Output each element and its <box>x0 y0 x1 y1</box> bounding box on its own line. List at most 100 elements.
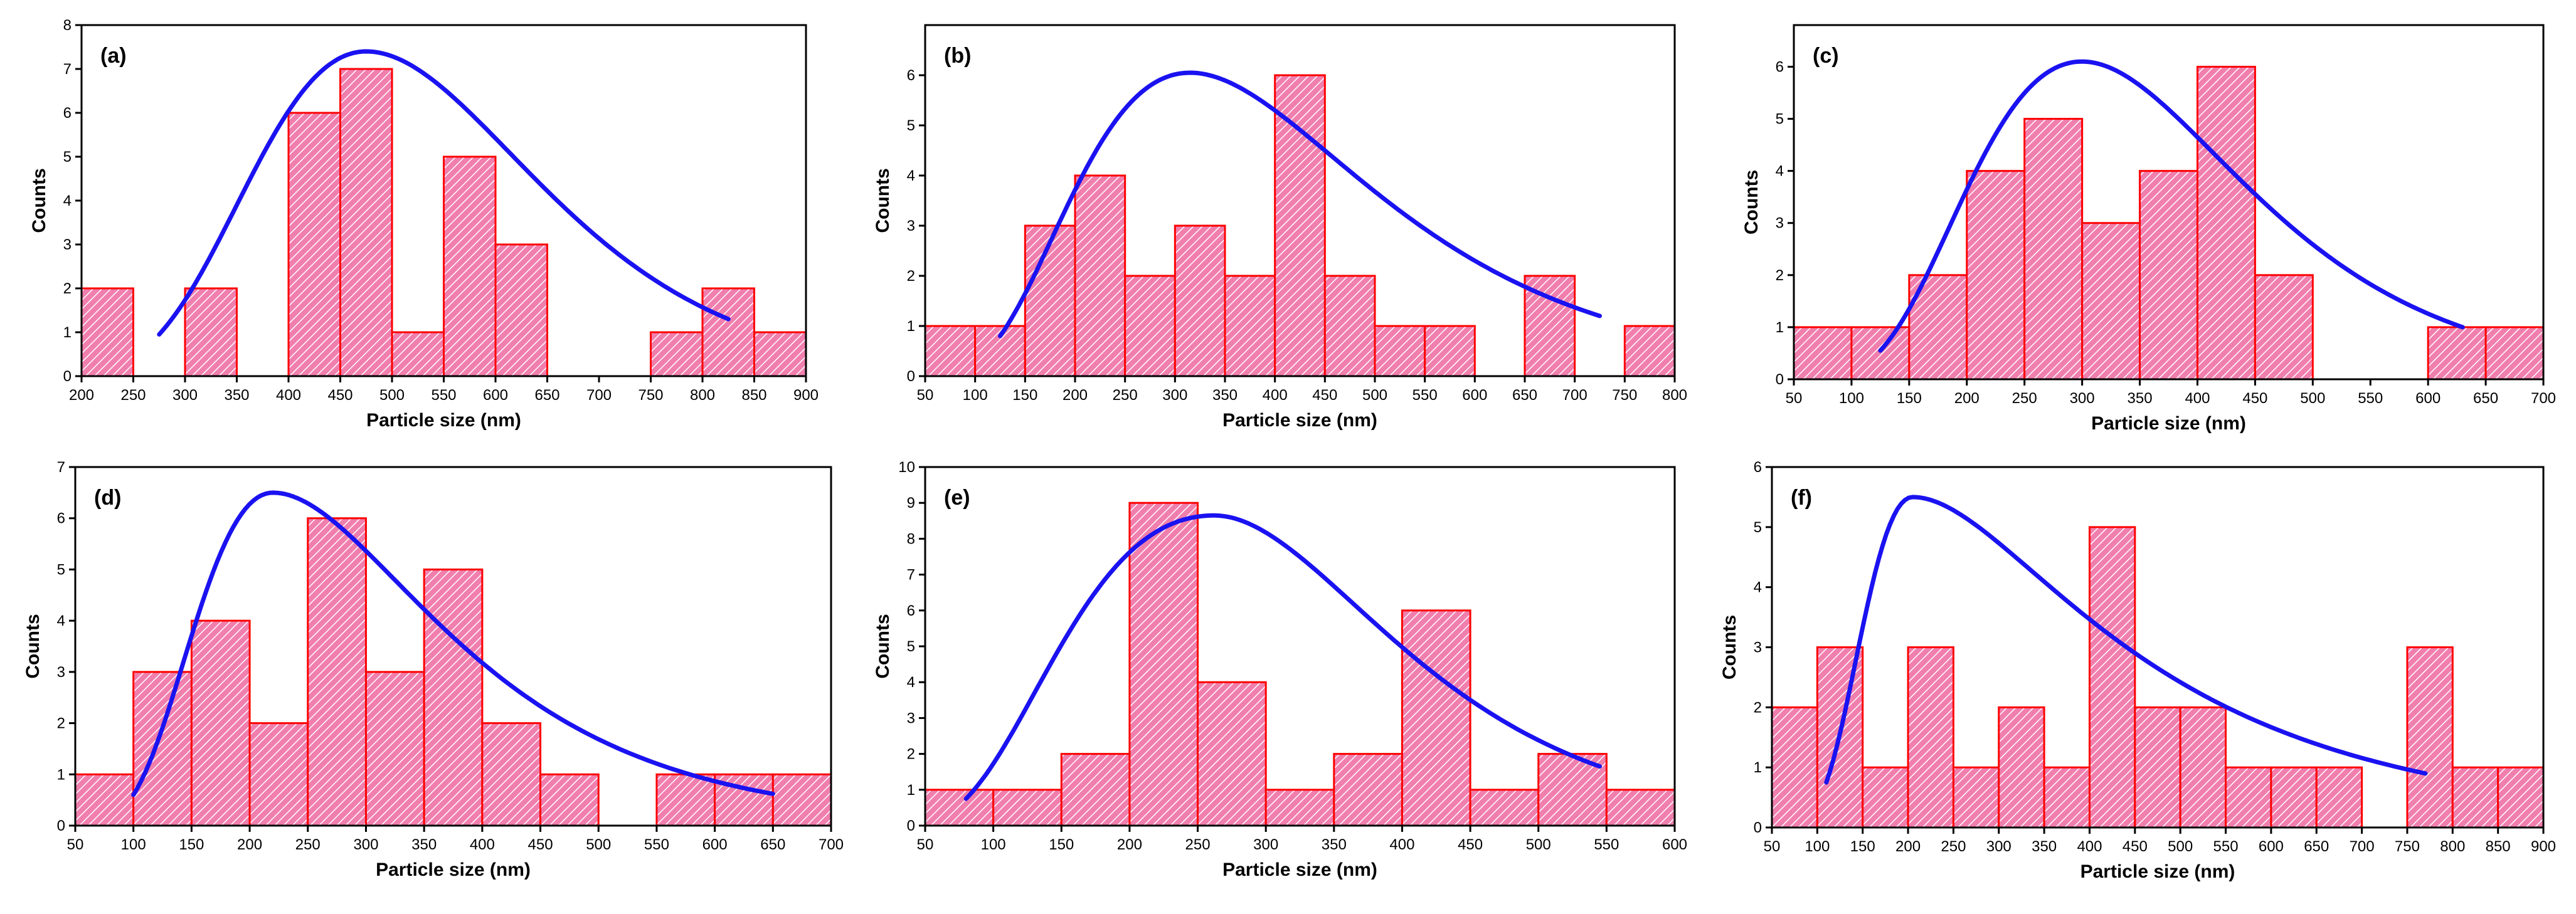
y-tick-label: 3 <box>63 236 72 253</box>
x-tick-label: 800 <box>1662 387 1687 404</box>
histogram-bar <box>1605 789 1676 827</box>
histogram-bar <box>1966 170 2026 381</box>
histogram-bar <box>1060 753 1131 827</box>
histogram-bar <box>1374 325 1426 377</box>
x-tick-label: 200 <box>1117 836 1142 853</box>
x-tick-label: 350 <box>411 836 437 853</box>
x-tick-label: 250 <box>1941 838 1966 855</box>
x-tick-label: 650 <box>760 836 785 853</box>
x-tick-label: 500 <box>2300 390 2325 407</box>
x-tick-label: 200 <box>1063 387 1088 404</box>
histogram-bar <box>2270 766 2318 829</box>
x-tick-label: 450 <box>2242 390 2267 407</box>
x-tick-label: 600 <box>702 836 728 853</box>
x-axis-title: Particle size (nm) <box>2091 413 2246 434</box>
histogram-bar <box>2088 526 2136 829</box>
histogram-bar <box>2196 65 2256 381</box>
histogram-bar <box>2023 118 2084 381</box>
lognormal-fit-curve <box>131 490 775 797</box>
x-tick-label: 50 <box>917 387 934 404</box>
x-axis-title: Particle size (nm) <box>376 859 531 880</box>
x-tick-label: 900 <box>2531 838 2556 855</box>
histogram-bar <box>287 112 341 377</box>
y-tick-label: 4 <box>1754 579 1762 596</box>
histogram-bar <box>1862 766 1909 829</box>
histogram-bar <box>2427 326 2487 381</box>
histogram-bar <box>2254 274 2314 381</box>
x-tick-label: 250 <box>120 387 146 404</box>
histogram-bar <box>1024 224 1076 377</box>
x-tick-label: 250 <box>2012 390 2037 407</box>
histogram-bar <box>1771 706 1818 829</box>
x-tick-label: 600 <box>483 387 508 404</box>
x-tick-label: 600 <box>1662 836 1687 853</box>
y-tick-label: 1 <box>57 766 65 783</box>
histogram-bar <box>190 619 251 827</box>
histogram-bar <box>1274 74 1326 377</box>
y-tick-label: 0 <box>1754 819 1762 836</box>
y-tick-label: 5 <box>1754 519 1762 536</box>
y-tick-label: 5 <box>1776 111 1784 128</box>
y-tick-label: 6 <box>907 67 915 84</box>
x-tick-label: 500 <box>379 387 405 404</box>
y-tick-label: 1 <box>1754 759 1762 776</box>
y-tick-label: 1 <box>907 318 915 335</box>
y-tick-label: 4 <box>57 612 65 629</box>
y-tick-label: 3 <box>57 664 65 681</box>
x-tick-label: 150 <box>1897 390 1922 407</box>
histogram-bar <box>1264 789 1335 827</box>
histogram-bar <box>753 331 807 377</box>
x-tick-label: 650 <box>534 387 559 404</box>
lognormal-fit-curve <box>963 513 1602 801</box>
histogram-bar <box>184 287 238 377</box>
x-tick-label: 850 <box>2486 838 2511 855</box>
x-tick-label: 700 <box>2350 838 2375 855</box>
x-tick-label: 750 <box>638 387 663 404</box>
x-tick-label: 800 <box>2440 838 2465 855</box>
histogram-bar <box>2315 766 2363 829</box>
histogram-bar <box>443 155 497 377</box>
x-tick-label: 350 <box>224 387 249 404</box>
x-tick-label: 300 <box>1162 387 1187 404</box>
x-axis-title: Particle size (nm) <box>2080 861 2235 882</box>
y-tick-label: 5 <box>907 638 915 655</box>
histogram-bar <box>1174 224 1226 377</box>
x-tick-label: 400 <box>2077 838 2102 855</box>
y-tick-label: 4 <box>1776 163 1784 180</box>
x-tick-label: 400 <box>1263 387 1288 404</box>
y-tick-label: 2 <box>57 715 65 732</box>
y-tick-label: 5 <box>907 117 915 134</box>
x-tick-label: 250 <box>1113 387 1138 404</box>
x-tick-label: 600 <box>2415 390 2441 407</box>
x-axis-title: Particle size (nm) <box>1222 410 1377 431</box>
y-tick-label: 0 <box>63 368 72 385</box>
x-tick-label: 800 <box>690 387 715 404</box>
lognormal-fit-curve <box>1824 495 2428 785</box>
y-tick-label: 4 <box>63 192 72 209</box>
histogram-bar <box>650 331 704 377</box>
plot-frame <box>74 466 832 827</box>
y-tick-label: 9 <box>907 495 915 512</box>
x-tick-label: 250 <box>1185 836 1211 853</box>
y-axis-title: Counts <box>1741 170 1762 234</box>
histogram-bar <box>2179 706 2227 829</box>
panel-a: 200 250 300 350 400 450 500 550 600 650 700 750 800 8… <box>29 17 819 431</box>
y-tick-label: 3 <box>1776 215 1784 232</box>
y-tick-label: 0 <box>1776 371 1784 388</box>
y-tick-label: 5 <box>63 149 72 165</box>
x-tick-label: 450 <box>1312 387 1337 404</box>
y-tick-label: 5 <box>57 561 65 578</box>
y-axis-title: Counts <box>23 614 43 678</box>
x-tick-label: 450 <box>327 387 352 404</box>
x-axis-title: Particle size (nm) <box>366 410 521 431</box>
histogram-bar <box>1907 646 1954 829</box>
x-tick-label: 600 <box>1462 387 1487 404</box>
x-tick-label: 550 <box>644 836 669 853</box>
y-tick-label: 0 <box>907 368 915 385</box>
panel-label: (e) <box>944 486 970 510</box>
histogram-bar <box>771 773 832 827</box>
histogram-bar <box>2497 766 2545 829</box>
histogram-bar <box>307 517 367 827</box>
x-axis-title: Particle size (nm) <box>1222 859 1377 880</box>
panel-label: (b) <box>944 44 971 68</box>
